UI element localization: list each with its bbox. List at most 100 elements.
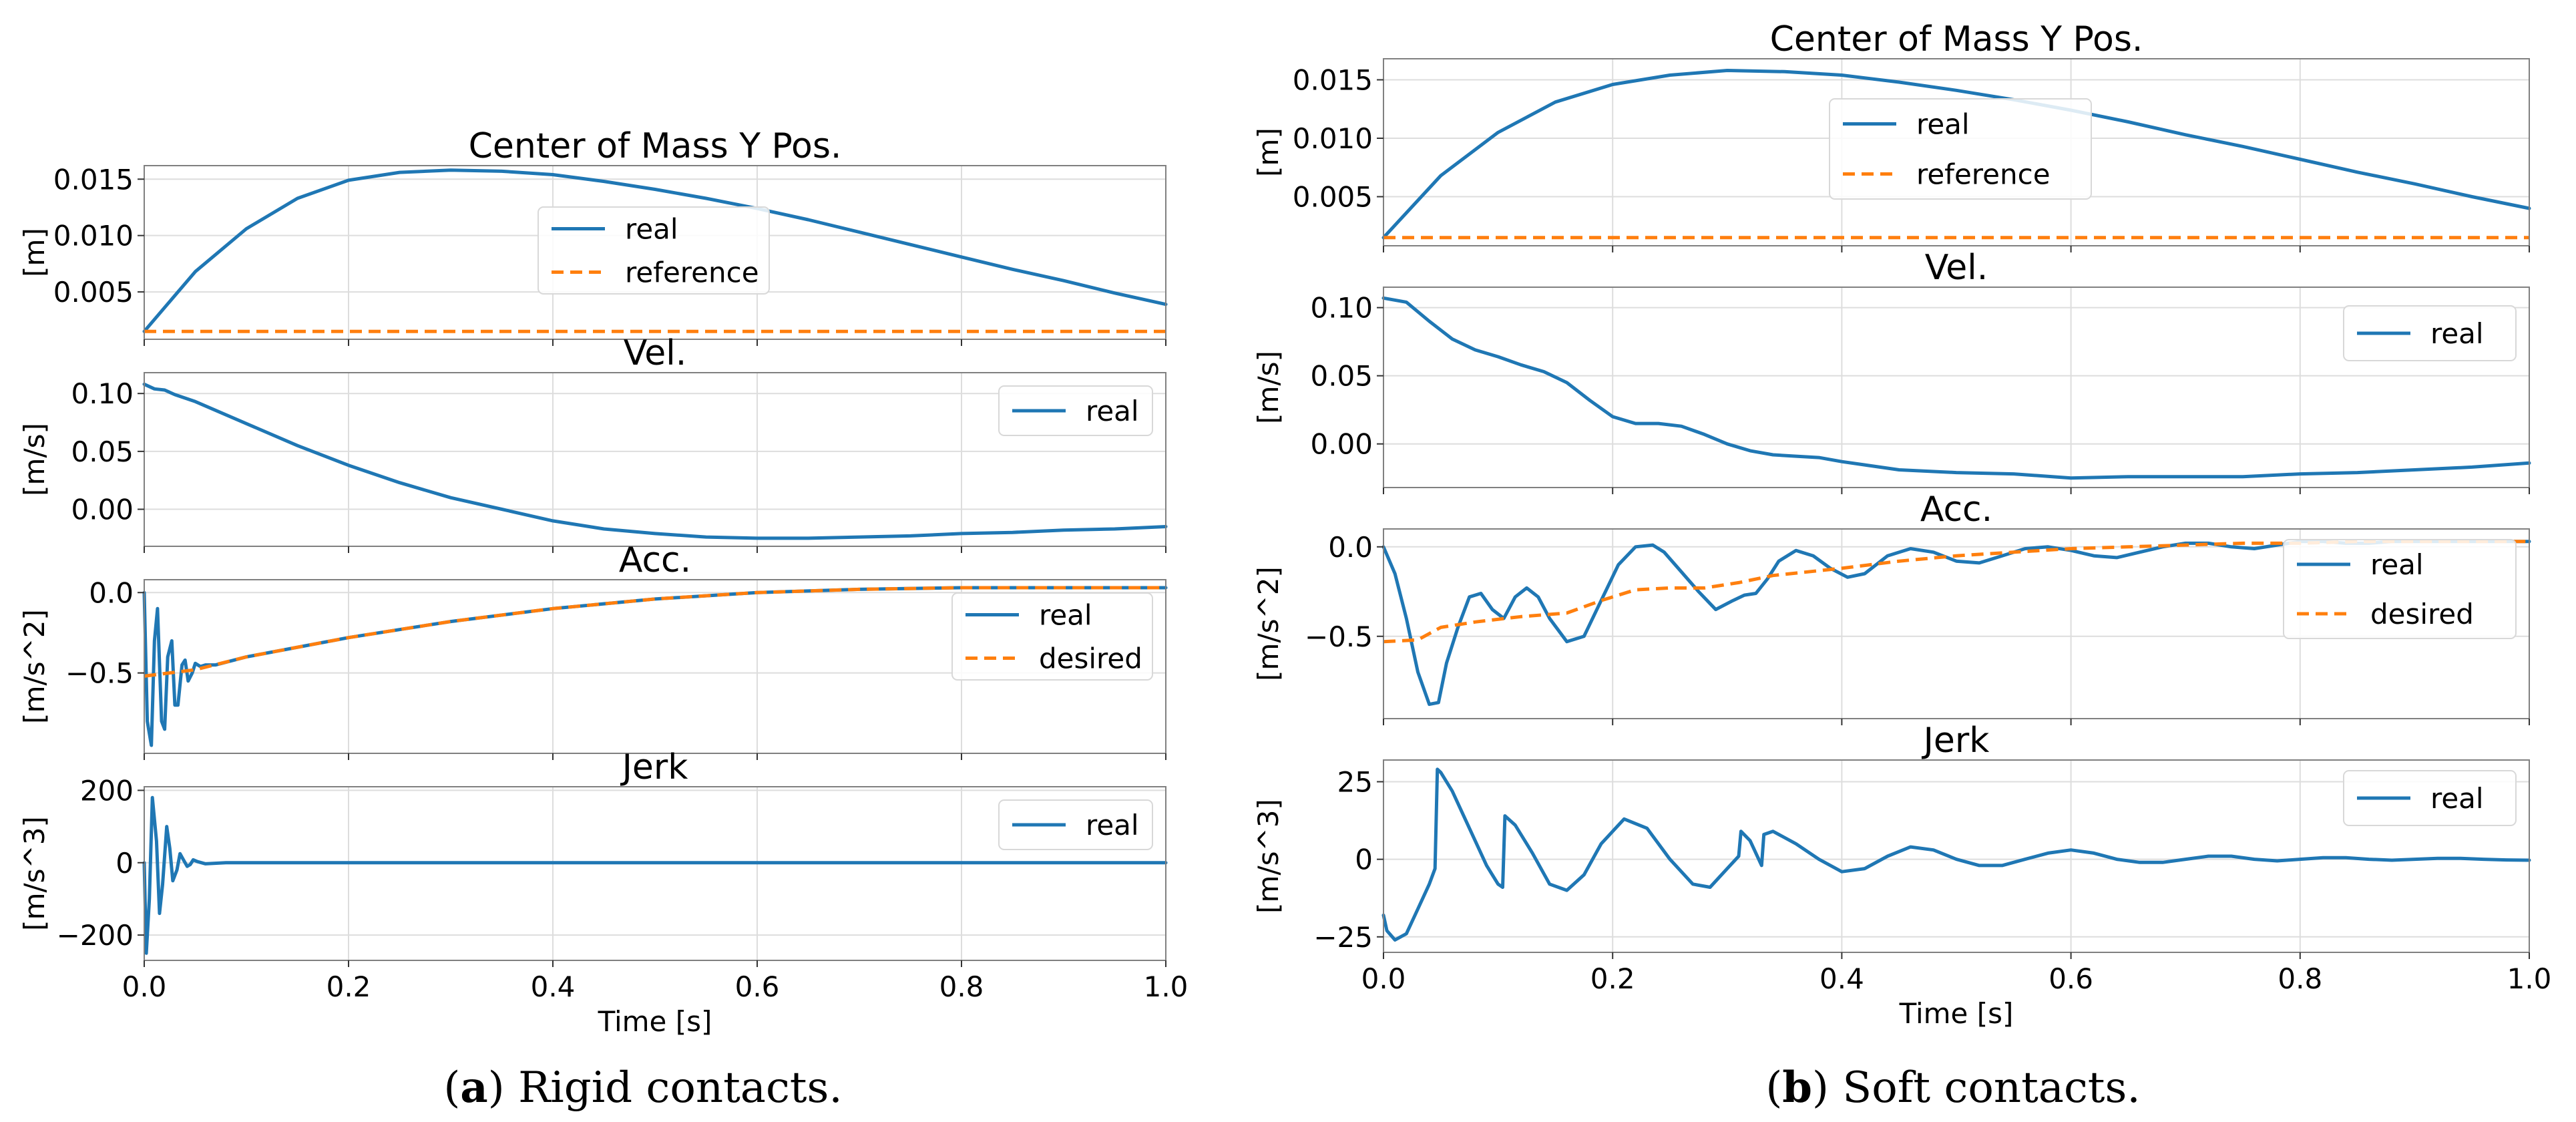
y-tick-label: −25 (1313, 921, 1373, 954)
chart-title: Jerk (1922, 721, 1990, 761)
caption-a-text: Rigid contacts. (505, 1063, 843, 1113)
chart-title: Acc. (1920, 490, 1992, 530)
chart-b-acc: −0.5 0.0 Acc. [m/s^2] real desired (1252, 490, 2531, 725)
chart-b-vel: 0.00 0.05 0.10 Vel. [m/s] real (1252, 248, 2531, 494)
series-line-desired (144, 586, 1166, 678)
caption-b-letter: b (1782, 1063, 1812, 1113)
legend: real (998, 385, 1153, 436)
y-tick-label: 0.0 (89, 576, 134, 609)
chart-a-pos: 0.005 0.010 0.015 Center of Mass Y Pos. [m] r… (18, 126, 1168, 346)
y-axis-label: [m] (1252, 128, 1285, 177)
x-tick-label: 0.2 (1590, 962, 1635, 995)
chart-a-jerk: −200 0 200 0.0 0.2 0.4 0.6 0.8 1.0 Jerk [m/s^3] Tim… (18, 747, 1188, 1038)
legend-label-desired: desired (2370, 598, 2474, 630)
y-tick-label: 0 (116, 847, 134, 880)
y-axis-label: [m/s^2] (18, 609, 51, 724)
legend-box (2343, 305, 2517, 361)
y-tick-label: 0.00 (71, 494, 134, 526)
legend-label-real: real (2430, 317, 2484, 350)
legend-label-real: real (625, 213, 678, 246)
legend: real desired (2283, 539, 2517, 639)
legend-label-reference: reference (625, 256, 759, 289)
series-line-real (1381, 69, 2531, 240)
chart-title: Center of Mass Y Pos. (469, 126, 842, 166)
axes-frame (144, 579, 1166, 754)
y-tick-label: −0.5 (65, 657, 134, 690)
x-tick-label: 0.6 (2049, 962, 2093, 995)
x-tick-label: 0.0 (1361, 962, 1406, 995)
series-line-real (1381, 296, 2531, 480)
legend-box (998, 385, 1153, 436)
y-tick-label: −0.5 (1305, 620, 1373, 653)
y-tick-label: 0.05 (71, 435, 134, 468)
caption-b: (b) Soft contacts. (1765, 1063, 2140, 1113)
legend-box (2343, 770, 2517, 826)
y-tick-label: 0.0 (1328, 531, 1373, 564)
legend-label-desired: desired (1039, 642, 1142, 675)
axes-frame (144, 165, 1166, 340)
x-tick-label: 0.2 (327, 970, 371, 1003)
plots-layer: 0.005 0.010 0.015 Center of Mass Y Pos. [m] r… (18, 19, 2551, 1038)
y-tick-label: 0.010 (1293, 122, 1373, 155)
y-tick-label: 0.05 (1310, 360, 1373, 393)
y-tick-label: 0 (1355, 844, 1373, 876)
x-axis-label: Time [s] (598, 1005, 712, 1038)
y-axis-label: [m/s] (1252, 351, 1285, 424)
axes-frame (1383, 759, 2530, 953)
chart-title: Acc. (619, 540, 691, 580)
legend-label-real: real (2430, 782, 2484, 815)
caption-a-letter: a (460, 1063, 487, 1113)
x-tick-label: 1.0 (1144, 970, 1189, 1003)
legend-box (998, 799, 1153, 850)
caption-a: (a) Rigid contacts. (443, 1063, 842, 1113)
y-tick-label: 0.015 (53, 163, 134, 196)
legend-label-real: real (1039, 599, 1092, 632)
y-tick-label: 0.10 (1310, 292, 1373, 325)
x-tick-label: 0.4 (531, 970, 576, 1003)
y-tick-label: 0.005 (53, 276, 134, 309)
y-tick-label: 0.00 (1310, 428, 1373, 461)
series-line-real (142, 382, 1168, 540)
chart-title: Vel. (624, 333, 687, 373)
axes-frame (144, 372, 1166, 547)
legend: real reference (1829, 98, 2092, 200)
legend-label-real: real (1916, 108, 1970, 141)
chart-a-vel: 0.00 0.05 0.10 Vel. [m/s] real (18, 333, 1168, 553)
legend: real desired (951, 592, 1153, 681)
x-tick-label: 0.8 (939, 970, 984, 1003)
series-line-real (142, 168, 1168, 333)
y-tick-label: 200 (80, 774, 134, 807)
axes-frame (1383, 528, 2530, 719)
x-tick-label: 0.4 (1819, 962, 1864, 995)
legend-label-reference: reference (1916, 158, 2051, 191)
chart-b-jerk: −25 0 25 0.0 0.2 0.4 0.6 0.8 1.0 Jerk [m/s^3] Time … (1252, 721, 2551, 1030)
x-tick-label: 0.6 (735, 970, 780, 1003)
legend-label-real: real (1086, 395, 1139, 427)
y-axis-label: [m/s^3] (1252, 799, 1285, 914)
x-tick-label: 0.0 (122, 970, 167, 1003)
y-tick-label: 0.10 (71, 377, 134, 410)
legend-label-real: real (2370, 548, 2424, 581)
chart-title: Center of Mass Y Pos. (1770, 19, 2143, 59)
axes-frame (1383, 58, 2530, 246)
x-axis-label: Time [s] (1899, 997, 2014, 1030)
y-tick-label: 0.010 (53, 220, 134, 252)
y-axis-label: [m/s^3] (18, 816, 51, 931)
y-tick-label: 0.005 (1293, 181, 1373, 214)
legend: real reference (538, 206, 770, 295)
y-axis-label: [m/s^2] (1252, 566, 1285, 681)
y-tick-label: −200 (57, 919, 134, 952)
chart-a-acc: −0.5 0.0 Acc. [m/s^2] real desired (18, 540, 1168, 760)
caption-b-text: Soft contacts. (1829, 1063, 2141, 1113)
x-tick-label: 1.0 (2507, 962, 2552, 995)
axes-frame (1383, 287, 2530, 488)
y-axis-label: [m] (18, 228, 51, 277)
series-line-real (1381, 767, 2531, 942)
y-axis-label: [m/s] (18, 423, 51, 496)
chart-b-pos: 0.005 0.010 0.015 Center of Mass Y Pos. [m] r… (1252, 19, 2531, 252)
legend: real (2343, 305, 2517, 361)
series-line-real (142, 795, 1168, 955)
legend: real (998, 799, 1153, 850)
axes-frame (144, 786, 1166, 961)
